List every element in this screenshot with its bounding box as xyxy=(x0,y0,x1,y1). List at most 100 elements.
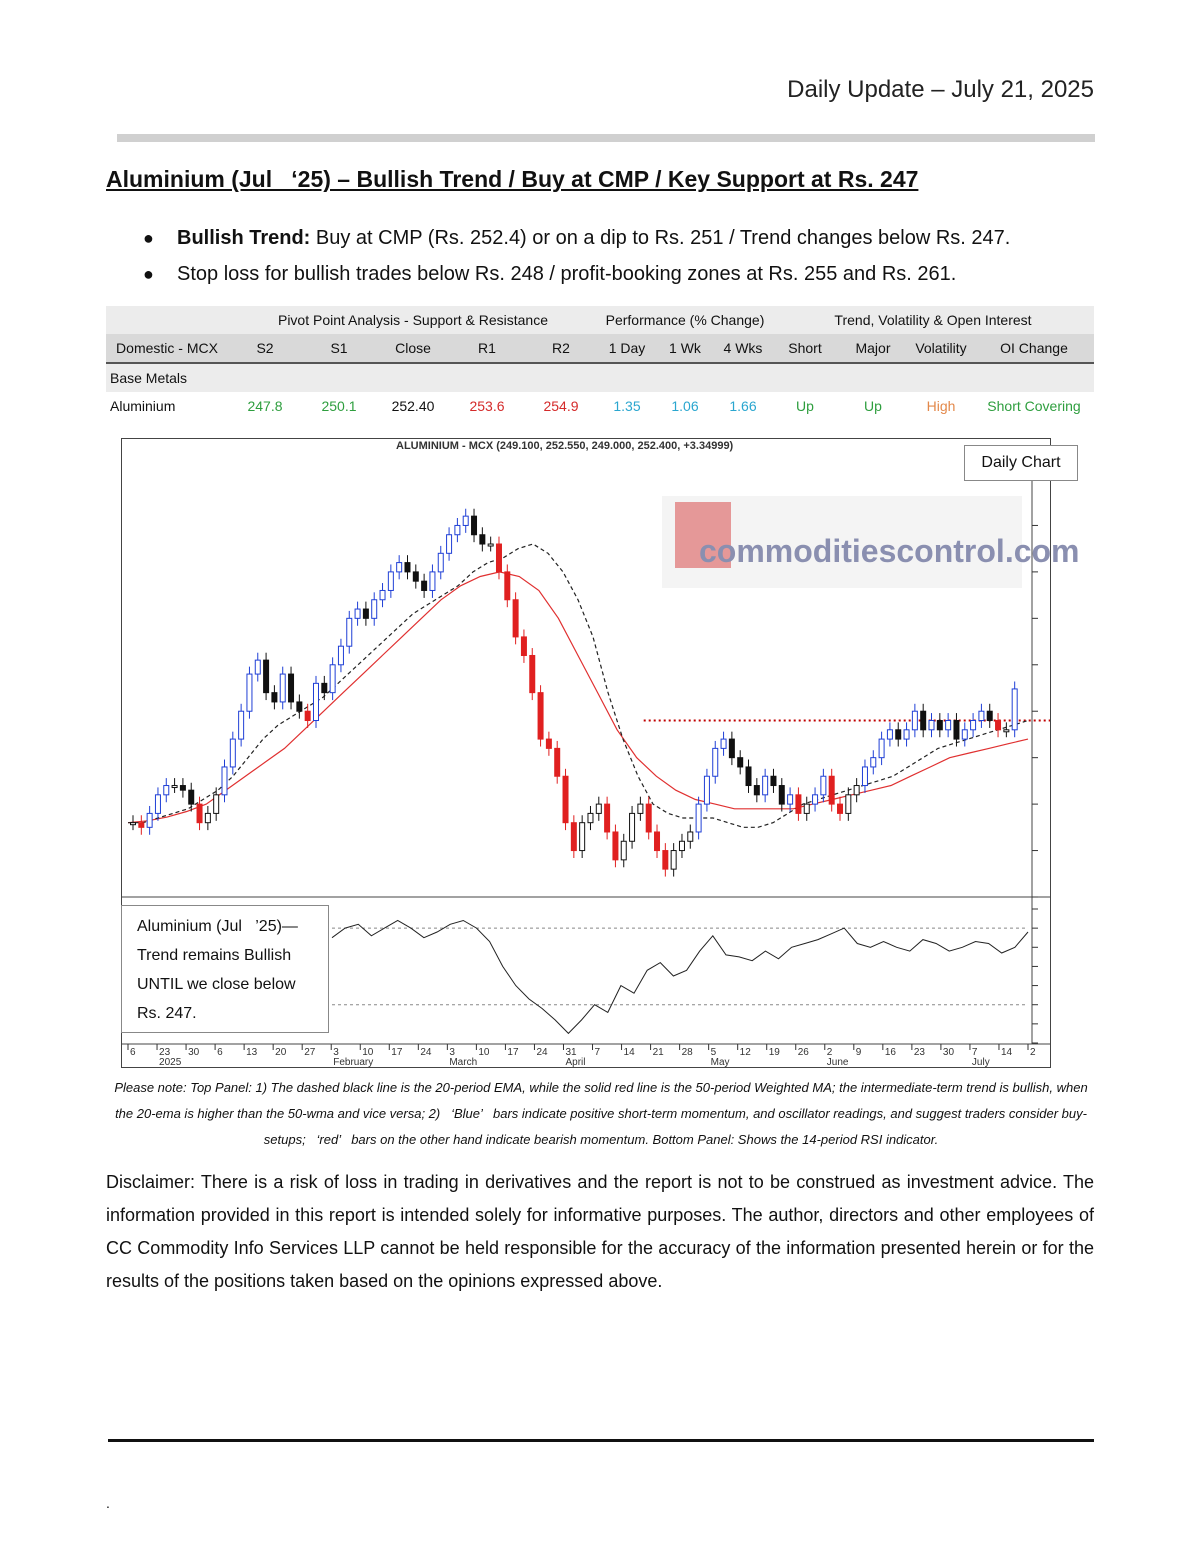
candle-body xyxy=(803,803,810,814)
candle-body xyxy=(720,738,727,749)
pivot-table: Pivot Point Analysis - Support & Resista… xyxy=(106,306,1094,420)
candle-body xyxy=(204,812,211,824)
x-tick-label: 14 xyxy=(1001,1047,1013,1058)
x-tick-label: 23 xyxy=(914,1047,926,1058)
month-label: February xyxy=(333,1057,373,1067)
x-tick-label: 13 xyxy=(246,1047,258,1058)
candle-body xyxy=(362,608,369,619)
rsi-note-line: UNTIL we close below xyxy=(137,976,296,993)
table-cell-commodity: Aluminium xyxy=(106,392,228,420)
month-label: April xyxy=(565,1057,585,1067)
candle-body xyxy=(778,785,785,805)
disclaimer: Disclaimer: There is a risk of loss in t… xyxy=(106,1172,1094,1291)
table-cell-r1: 253.6 xyxy=(450,392,524,420)
candle-body xyxy=(945,720,952,731)
table-cell-major: Up xyxy=(838,392,908,420)
candle-body xyxy=(587,812,594,824)
candle-body xyxy=(512,599,519,638)
x-tick-label: 17 xyxy=(507,1047,519,1058)
candle-body xyxy=(429,571,436,591)
x-tick-label: 3 xyxy=(333,1047,339,1058)
candle-body xyxy=(670,850,677,870)
x-tick-label: 24 xyxy=(536,1047,548,1058)
table-header: 4 Wks xyxy=(714,334,772,364)
candle-body xyxy=(437,552,444,573)
rsi-note-line: Rs. 247. xyxy=(137,1005,197,1022)
bullet-list: ● Bullish Trend: Buy at CMP (Rs. 252.4) o… xyxy=(143,220,1103,292)
table-group-row: Pivot Point Analysis - Support & Resista… xyxy=(106,306,1094,334)
candle-body xyxy=(396,562,403,573)
month-label: 2025 xyxy=(159,1057,182,1067)
candle-body xyxy=(920,710,927,731)
x-tick-label: 6 xyxy=(217,1047,223,1058)
table-category-row: Base Metals xyxy=(106,363,1094,392)
candle-body xyxy=(703,775,710,805)
chart-note: Please note: Top Panel: 1) The dashed bl… xyxy=(114,1080,1092,1147)
candle-body xyxy=(446,534,453,554)
candle-body xyxy=(762,775,769,796)
candle-body xyxy=(812,794,819,805)
table-cell-short: Up xyxy=(772,392,838,420)
candle-body xyxy=(354,608,361,619)
ema20-line xyxy=(128,543,1029,828)
x-tick-label: 10 xyxy=(362,1047,374,1058)
candle-body xyxy=(787,794,794,805)
candle-body xyxy=(637,803,644,814)
bullet-dot-icon: ● xyxy=(143,228,154,248)
table-header: S2 xyxy=(228,334,302,364)
x-tick-label: 27 xyxy=(304,1047,316,1058)
candle-body xyxy=(612,831,619,861)
x-tick-label: 10 xyxy=(478,1047,490,1058)
page-title: Aluminium (Jul ‘25) – Bullish Trend / Bu… xyxy=(106,166,919,192)
month-label: July xyxy=(972,1057,990,1067)
candle-body xyxy=(229,738,236,768)
x-tick-label: 19 xyxy=(769,1047,781,1058)
x-tick-label: 6 xyxy=(130,1047,136,1058)
table-cell-r2: 254.9 xyxy=(524,392,598,420)
candle-body xyxy=(138,822,145,828)
candle-body xyxy=(171,785,178,789)
candle-body xyxy=(188,789,195,805)
x-tick-label: 12 xyxy=(740,1047,752,1058)
candle-body xyxy=(895,729,902,740)
table-category: Base Metals xyxy=(106,363,1094,392)
x-tick-label: 26 xyxy=(798,1047,810,1058)
candle-body xyxy=(870,757,877,768)
candle-body xyxy=(853,785,860,796)
table-header: R2 xyxy=(524,334,598,364)
x-tick-label: 7 xyxy=(972,1047,978,1058)
bullet-text: Stop loss for bullish trades below Rs. 2… xyxy=(177,263,957,285)
candle-body xyxy=(221,766,228,796)
footer-dot: . xyxy=(106,1495,110,1511)
month-label: May xyxy=(711,1057,730,1067)
candle-body xyxy=(654,831,661,852)
table-header: OI Change xyxy=(974,334,1094,364)
candle-body xyxy=(678,840,685,852)
table-group-pivot: Pivot Point Analysis - Support & Resista… xyxy=(228,306,598,334)
x-tick-label: 24 xyxy=(420,1047,432,1058)
candle-body xyxy=(471,515,478,536)
rsi-note-box: Aluminium (Jul ’25)— Trend remains Bulli… xyxy=(121,905,329,1033)
x-tick-label: 5 xyxy=(711,1047,717,1058)
candle-body xyxy=(279,673,286,703)
candle-body xyxy=(146,812,153,828)
table-group-trend: Trend, Volatility & Open Interest xyxy=(772,306,1094,334)
table-cell-1day: 1.35 xyxy=(598,392,656,420)
candle-body xyxy=(845,794,852,814)
x-tick-label: 30 xyxy=(943,1047,955,1058)
x-tick-label: 31 xyxy=(565,1047,577,1058)
candle-body xyxy=(271,692,278,703)
bullet-lead: Bullish Trend: xyxy=(177,227,311,249)
candle-body xyxy=(379,589,386,601)
candle-body xyxy=(645,803,652,833)
table-header-row: Domestic - MCX S2 S1 Close R1 R2 1 Day 1… xyxy=(106,334,1094,364)
scales-logo-icon xyxy=(675,502,731,568)
candle-body xyxy=(978,710,985,722)
candle-body xyxy=(953,720,960,740)
candle-body xyxy=(421,580,428,591)
candle-body xyxy=(903,729,910,740)
candle-body xyxy=(770,775,777,787)
candle-body xyxy=(928,720,935,731)
bullet-text: Buy at CMP (Rs. 252.4) or on a dip to Rs… xyxy=(310,227,1011,249)
table-header: Volatility xyxy=(908,334,974,364)
